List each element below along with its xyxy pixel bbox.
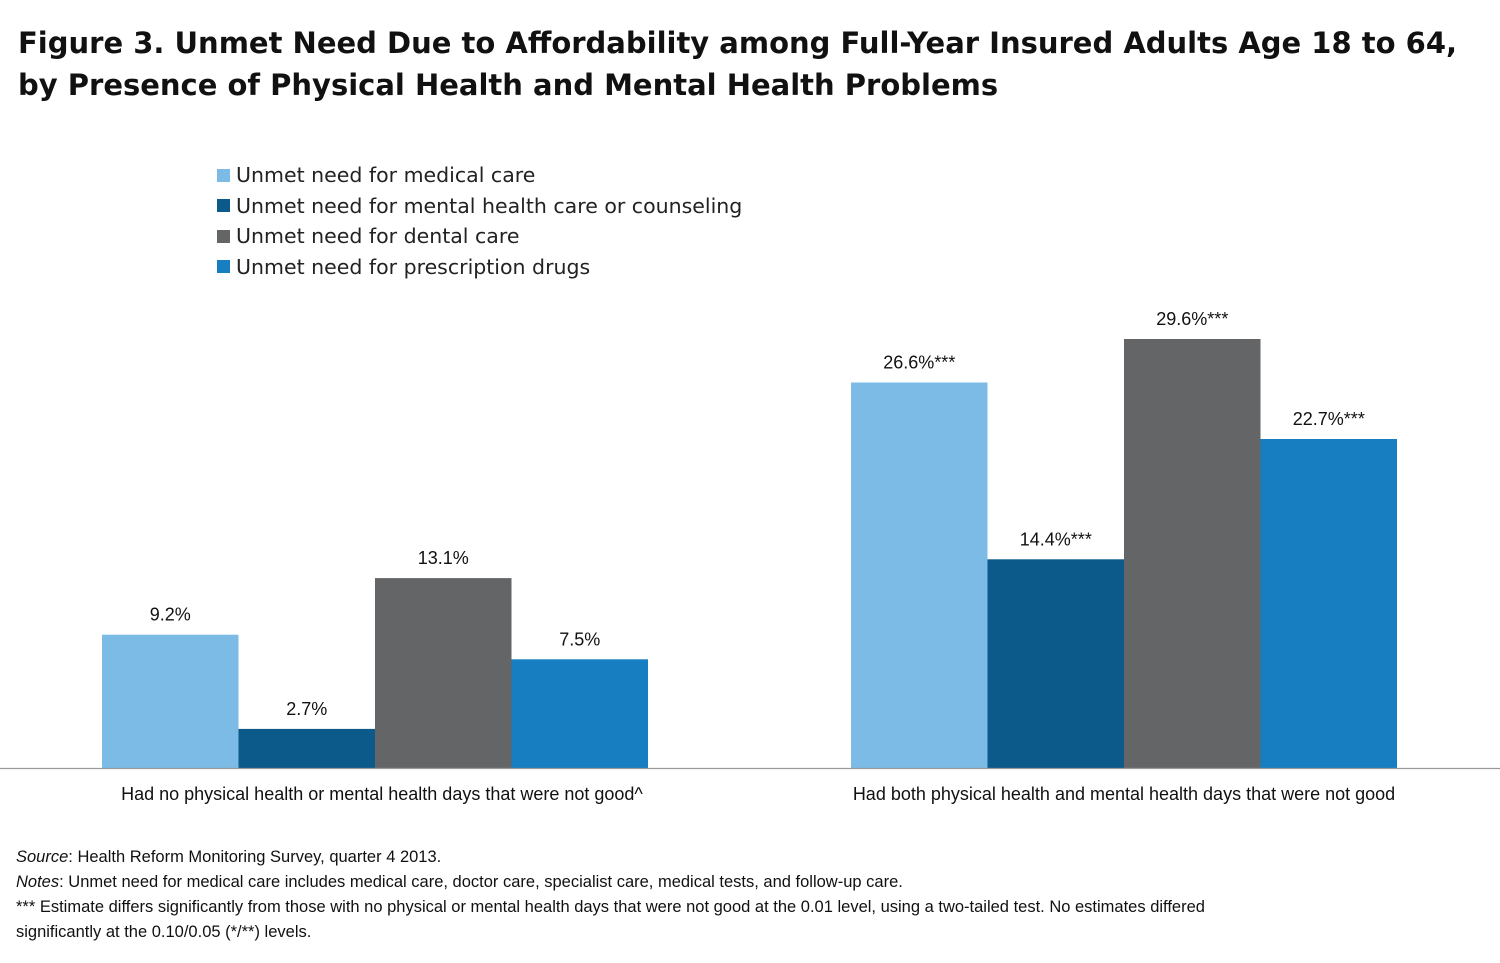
bar-value-labels: 9.2% 2.7% 13.1% 7.5% 26.6%*** 14.4%*** 29.6%**…: [150, 309, 1365, 719]
bar-unmet-need-for-mental-health-care-or-counseling-group-2: [987, 559, 1124, 768]
legend-swatch-medical-care: [217, 168, 230, 182]
legend-label-dental-care: Unmet need for dental care: [236, 224, 520, 249]
bar-unmet-need-for-mental-health-care-or-counseling-group-1: [238, 728, 375, 768]
bar-unmet-need-for-medical-care-group-1: [102, 634, 239, 768]
notes-text: : Unmet need for medical care includes m…: [59, 873, 903, 891]
bar-unmet-need-for-dental-care-group-1: [375, 578, 512, 768]
bar-label-unmet-need-for-medical-care-group-2: 26.6%***: [883, 353, 955, 373]
legend-label-prescription-drugs: Unmet need for prescription drugs: [236, 254, 591, 279]
legend-swatch-mental-health-care: [217, 199, 230, 213]
significance-line-1: *** Estimate differs significantly from …: [16, 898, 1205, 916]
bar-label-unmet-need-for-medical-care-group-1: 9.2%: [150, 605, 191, 625]
bar-label-unmet-need-for-mental-health-care-or-counseling-group-1: 2.7%: [286, 699, 327, 719]
chart-title-line-1: Figure 3. Unmet Need Due to Affordabilit…: [18, 26, 1458, 60]
legend: Unmet need for medical care Unmet need f…: [217, 160, 742, 282]
category-label-2: Had both physical health and mental heal…: [853, 784, 1395, 804]
legend-label-mental-health-care: Unmet need for mental health care or cou…: [236, 193, 743, 218]
significance-note: *** Estimate differs significantly from …: [16, 895, 1486, 945]
footer-notes: Source: Health Reform Monitoring Survey,…: [16, 845, 1486, 945]
legend-item-mental-health-care: Unmet need for mental health care or cou…: [217, 191, 742, 222]
significance-line-2: significantly at the 0.10/0.05 (*/**) le…: [16, 923, 312, 941]
legend-item-dental-care: Unmet need for dental care: [217, 221, 742, 252]
bar-unmet-need-for-dental-care-group-2: [1124, 339, 1261, 768]
bar-label-unmet-need-for-mental-health-care-or-counseling-group-2: 14.4%***: [1020, 529, 1092, 549]
source-text: : Health Reform Monitoring Survey, quart…: [68, 848, 442, 866]
legend-item-medical-care: Unmet need for medical care: [217, 160, 742, 191]
bar-unmet-need-for-prescription-drugs-group-1: [511, 659, 648, 768]
category-labels: Had no physical health or mental health …: [121, 784, 1395, 804]
bar-label-unmet-need-for-dental-care-group-2: 29.6%***: [1156, 309, 1228, 329]
chart-title-line-2: by Presence of Physical Health and Menta…: [18, 68, 999, 102]
source-note: Source: Health Reform Monitoring Survey,…: [16, 845, 1486, 870]
bar-label-unmet-need-for-prescription-drugs-group-2: 22.7%***: [1293, 409, 1365, 429]
chart-title: Figure 3. Unmet Need Due to Affordabilit…: [18, 22, 1488, 106]
bar-unmet-need-for-prescription-drugs-group-2: [1260, 439, 1397, 768]
bars: [102, 339, 1397, 768]
legend-swatch-dental-care: [217, 229, 230, 243]
legend-swatch-prescription-drugs: [217, 260, 230, 274]
source-label: Source: [16, 848, 69, 866]
bar-unmet-need-for-medical-care-group-2: [851, 382, 988, 768]
bar-label-unmet-need-for-dental-care-group-1: 13.1%: [418, 548, 469, 568]
legend-item-prescription-drugs: Unmet need for prescription drugs: [217, 252, 742, 283]
notes-note: Notes: Unmet need for medical care inclu…: [16, 870, 1486, 895]
legend-label-medical-care: Unmet need for medical care: [236, 163, 536, 188]
category-label-1: Had no physical health or mental health …: [121, 784, 643, 804]
bar-label-unmet-need-for-prescription-drugs-group-1: 7.5%: [559, 629, 600, 649]
notes-label: Notes: [16, 873, 60, 891]
